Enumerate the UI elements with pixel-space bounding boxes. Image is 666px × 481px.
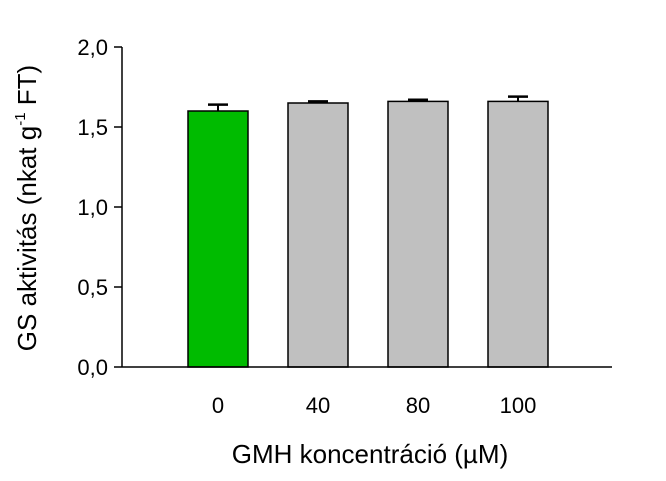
x-axis-label: GMH koncentráció (µM): [232, 439, 508, 469]
y-tick-label-2: 1,0: [77, 195, 108, 220]
y-tick-label-1: 0,5: [77, 275, 108, 300]
x-tick-label-40: 40: [306, 393, 330, 418]
x-tick-label-100: 100: [500, 393, 537, 418]
y-ticks-group: 0,0 0,5 1,0 1,5 2,0: [77, 35, 122, 380]
bars-group: [187, 100, 549, 368]
y-tick-label-0: 0,0: [77, 355, 108, 380]
error-bars-group: [208, 95, 528, 111]
y-axis-label-superscript: -1: [12, 112, 29, 125]
bar-100: [487, 100, 549, 368]
y-axis-label-main: GS aktivitás (nkat g: [12, 126, 42, 351]
x-tick-label-0: 0: [212, 393, 224, 418]
y-axis-label: GS aktivitás (nkat g-1 FT): [12, 65, 42, 351]
y-tick-label-4: 2,0: [77, 35, 108, 60]
bar-80: [387, 100, 449, 368]
x-ticks-group: 0 40 80 100: [212, 393, 536, 418]
y-axis-label-suffix: FT): [12, 65, 42, 113]
bar-0: [187, 110, 249, 368]
bar-40: [287, 102, 349, 368]
x-tick-label-80: 80: [406, 393, 430, 418]
y-tick-label-3: 1,5: [77, 115, 108, 140]
